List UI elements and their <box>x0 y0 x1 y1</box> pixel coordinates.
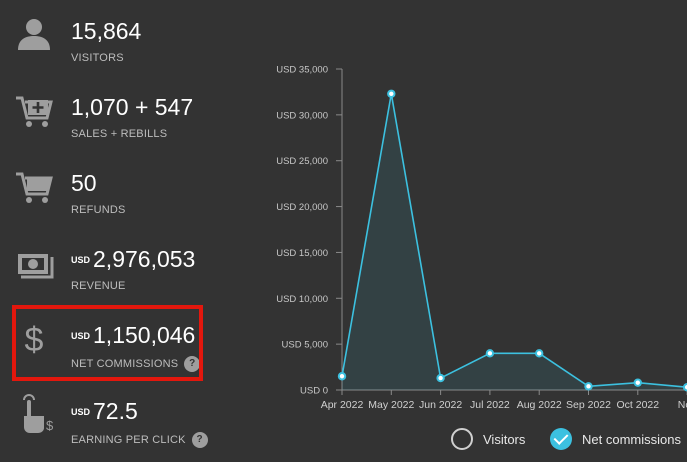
revenue-currency: USD <box>71 255 91 265</box>
net-commissions-help-icon[interactable]: ? <box>184 356 201 372</box>
svg-text:$: $ <box>25 321 44 358</box>
data-point <box>584 382 593 391</box>
net-commissions-check-icon[interactable] <box>550 428 572 450</box>
data-point <box>535 349 544 358</box>
x-tick-label: Jun 2022 <box>419 399 462 411</box>
stat-visitors: 15,864 VISITORS <box>0 0 215 70</box>
series-line <box>341 93 687 389</box>
y-tick-label: USD 0 <box>300 386 328 397</box>
epc-value: USD 72.5 <box>71 398 138 424</box>
data-point <box>337 372 347 381</box>
stat-revenue: USD 2,976,053 REVENUE <box>0 228 215 298</box>
x-tick-label: Sep 2022 <box>566 399 611 411</box>
net-commissions-value: USD 1,150,046 <box>71 322 195 348</box>
x-tick-label: Apr 2022 <box>321 399 364 411</box>
dollar-icon: $ <box>14 318 54 358</box>
y-tick-label: USD 5,000 <box>282 340 328 351</box>
y-tick-label: USD 15,000 <box>276 248 328 259</box>
sales-rebills-label: SALES + REBILLS <box>71 128 168 140</box>
sales-rebills-value: 1,070 + 547 <box>71 94 194 120</box>
revenue-amount: 2,976,053 <box>93 246 196 272</box>
x-tick-label: Jul 2022 <box>470 399 510 411</box>
y-tick-label: USD 30,000 <box>276 110 328 121</box>
cart-plus-icon <box>14 90 54 130</box>
epc-label-text: EARNING PER CLICK <box>71 433 186 446</box>
data-point <box>633 378 642 387</box>
y-tick-label: USD 25,000 <box>276 156 328 167</box>
stat-refunds: 50 REFUNDS <box>0 152 215 222</box>
legend-visitors-label: Visitors <box>483 431 526 447</box>
data-point <box>485 349 495 358</box>
epc-currency: USD <box>71 407 91 417</box>
x-tick-label: Oct 2022 <box>616 399 659 411</box>
person-icon <box>14 14 54 54</box>
stat-net-commissions: $ USD 1,150,046 NET COMMISSIONS? <box>0 304 215 374</box>
visitors-toggle-circle[interactable] <box>451 428 473 450</box>
legend-net-commissions-label: Net commissions <box>582 431 681 447</box>
cart-icon <box>14 166 54 206</box>
legend-net-commissions[interactable]: Net commissions <box>550 428 681 450</box>
series-area <box>342 93 687 390</box>
legend-visitors[interactable]: Visitors <box>451 428 525 450</box>
y-tick-label: USD 35,000 <box>276 65 328 76</box>
stat-earning-per-click: $ USD 72.5 EARNING PER CLICK? <box>0 380 215 450</box>
svg-text:$: $ <box>46 418 54 433</box>
net-commissions-label-text: NET COMMISSIONS <box>71 357 179 370</box>
refunds-value: 50 <box>71 170 97 196</box>
epc-amount: 72.5 <box>93 398 138 424</box>
net-commissions-label: NET COMMISSIONS? <box>71 356 201 372</box>
refunds-label: REFUNDS <box>71 204 126 216</box>
x-tick-label: Nov <box>678 399 687 411</box>
y-tick-label: USD 10,000 <box>276 294 328 305</box>
data-point <box>387 89 396 98</box>
net-commissions-currency: USD <box>71 331 91 341</box>
visitors-value: 15,864 <box>71 18 142 44</box>
epc-help-icon[interactable]: ? <box>191 432 208 448</box>
net-commissions-amount: 1,150,046 <box>93 322 196 348</box>
net-commissions-chart: USD 0 USD 5,000 USD 10,000 USD 15,000 USD 20… <box>276 65 687 411</box>
revenue-label: REVENUE <box>71 280 126 292</box>
visitors-label: VISITORS <box>71 52 124 64</box>
y-tick-label: USD 20,000 <box>276 202 328 213</box>
x-tick-label: Aug 2022 <box>517 399 562 411</box>
stat-sales-rebills: 1,070 + 547 SALES + REBILLS <box>0 76 215 146</box>
data-point <box>682 383 687 392</box>
hand-click-icon: $ <box>14 394 54 434</box>
revenue-value: USD 2,976,053 <box>71 246 195 272</box>
epc-label: EARNING PER CLICK? <box>71 432 208 448</box>
data-point <box>436 373 445 383</box>
cash-icon <box>14 242 54 282</box>
x-tick-label: May 2022 <box>368 399 414 411</box>
